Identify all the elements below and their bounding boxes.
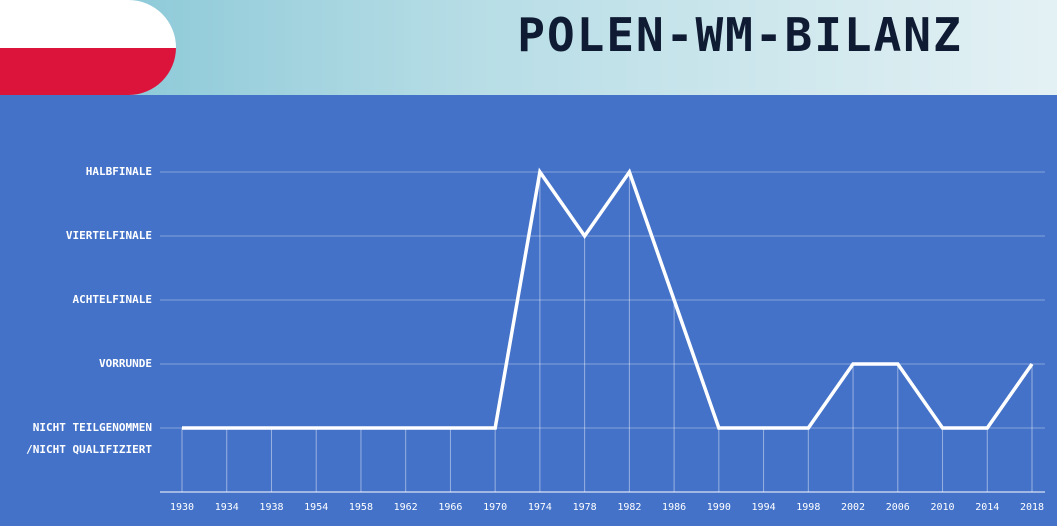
x-tick-label: 1974 [528, 502, 552, 513]
header: POLEN-WM-BILANZ [0, 0, 1057, 95]
x-tick-label: 1990 [707, 502, 731, 513]
y-tick-label: VIERTELFINALE [65, 229, 152, 242]
line [182, 167, 1034, 430]
x-tick-label: 1982 [617, 502, 641, 513]
x-tick-label: 2018 [1020, 502, 1044, 513]
x-tick-label: 2006 [886, 502, 910, 513]
y-tick-label: ACHTELFINALE [72, 293, 152, 306]
x-tick-label: 1930 [170, 502, 194, 513]
x-tick-label: 1994 [752, 502, 776, 513]
y-tick-label: VORRUNDE [99, 357, 152, 370]
x-tick-label: 1938 [259, 502, 283, 513]
x-tick-label: 1978 [573, 502, 597, 513]
x-tick-label: 1966 [438, 502, 462, 513]
y-tick-label: NICHT TEILGENOMMEN /NICHT QUALIFIZIERT [26, 421, 152, 456]
x-tick-label: 1998 [796, 502, 820, 513]
x-tick-label: 2014 [975, 502, 999, 513]
x-tick-label: 1954 [304, 502, 328, 513]
x-tick-label: 2002 [841, 502, 865, 513]
x-tick-label: 1934 [215, 502, 239, 513]
x-tick-label: 2010 [930, 502, 954, 513]
flag [0, 0, 176, 95]
y-tick-label: HALBFINALE [85, 165, 152, 178]
x-tick-label: 1970 [483, 502, 507, 513]
x-tick-label: 1986 [662, 502, 686, 513]
x-tick-label: 1958 [349, 502, 373, 513]
title: POLEN-WM-BILANZ [517, 8, 963, 62]
chart: 1930 1934 1938 1954 1958 1962 1966 1970 1974 1978… [0, 95, 1057, 526]
x-tick-label: 1962 [394, 502, 418, 513]
chart-background [0, 95, 1057, 526]
